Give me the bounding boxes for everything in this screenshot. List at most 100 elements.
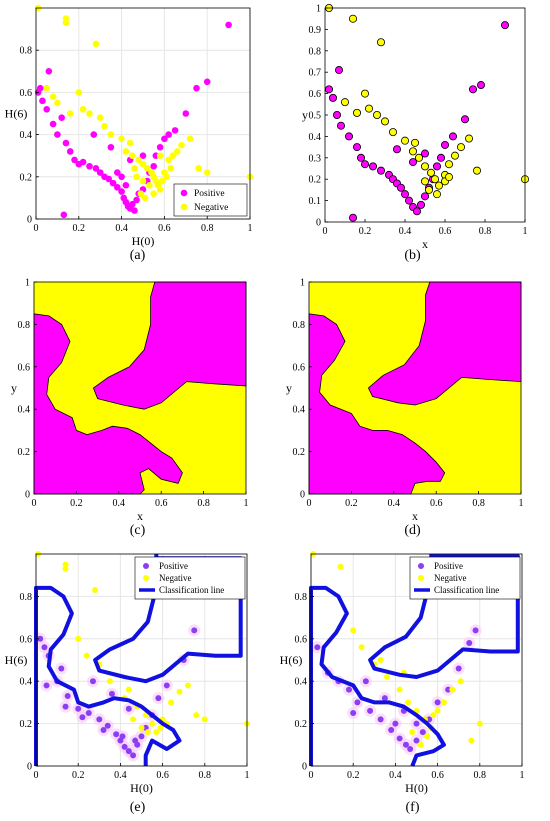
axes-frame <box>310 553 523 767</box>
data-point <box>195 165 202 172</box>
legend-marker-positive <box>143 563 149 569</box>
data-point <box>203 169 211 176</box>
data-point <box>401 190 410 199</box>
x-tick-label: 1 <box>248 223 253 234</box>
data-point <box>131 207 138 214</box>
data-point-negative <box>337 563 344 570</box>
data-point <box>345 132 354 141</box>
data-point-positive <box>472 627 479 634</box>
y-tick-label: 0.4 <box>309 132 322 143</box>
data-point <box>412 207 421 216</box>
data-point-positive <box>121 743 128 750</box>
data-point-negative <box>106 678 113 685</box>
legend-label-negative: Negative <box>434 573 466 583</box>
legend: Positive Negative <box>173 183 248 217</box>
data-point <box>39 97 46 105</box>
panel-e: 0 0.2 0.4 0.6 0.8 1 0 0.2 0.4 0.6 0.8 H(0) H(6) Posit… <box>0 546 275 821</box>
data-point <box>163 173 170 181</box>
data-point-positive <box>155 695 162 702</box>
data-point <box>118 188 125 195</box>
region-positive <box>308 313 446 495</box>
data-point-positive <box>377 716 384 723</box>
y-axis-label: H(6) <box>5 653 28 667</box>
data-point-positive <box>396 735 403 742</box>
data-point <box>122 148 130 155</box>
legend-marker-negative <box>143 575 149 581</box>
data-point <box>49 120 57 128</box>
y-tick-label: 0.2 <box>293 447 306 458</box>
x-tick-label: 0 <box>309 770 314 781</box>
y-tick-label: 0 <box>25 490 30 501</box>
panel-d: 0 0.2 0.4 0.6 0.8 1 0 0.2 0.4 0.6 0.8 1 x y (d) <box>275 272 550 542</box>
data-point <box>460 115 469 124</box>
data-point <box>66 110 74 117</box>
data-point-negative <box>430 712 437 719</box>
data-point <box>436 153 445 162</box>
chart-a: 0 0.2 0.4 0.6 0.8 1 0 0.2 0.4 0.6 0.8 H(0) H(6) Posit… <box>5 4 254 248</box>
data-point-negative <box>476 720 483 727</box>
data-point-negative <box>440 699 447 706</box>
data-point-positive <box>89 678 96 685</box>
data-point <box>62 139 70 147</box>
x-tick-label: 0.6 <box>439 226 452 237</box>
data-point <box>349 14 358 23</box>
data-point <box>96 114 104 122</box>
legend-label-positive: Positive <box>159 561 188 571</box>
data-point <box>393 145 402 154</box>
x-tick-label: 0.2 <box>345 498 358 509</box>
data-point <box>129 152 136 159</box>
data-point <box>432 190 441 199</box>
y-tick-label: 0.4 <box>20 130 33 141</box>
data-point-negative <box>157 724 164 731</box>
panel-b: 0 0.2 0.4 0.6 0.8 1 0 0.1 0.2 0.3 0.4 0.5 0.6 0.7 0.8 0… <box>275 0 550 270</box>
y-tick-label: 0.8 <box>20 592 33 603</box>
data-point <box>129 200 136 208</box>
data-point-positive <box>392 720 399 727</box>
data-point <box>118 135 125 143</box>
caption-d: (d) <box>404 523 421 538</box>
data-point <box>464 134 473 143</box>
legend-box <box>173 183 248 217</box>
axes-frame <box>308 281 522 495</box>
data-point-positive <box>41 644 48 651</box>
data-point <box>468 85 477 94</box>
data-point <box>361 89 370 98</box>
y-tick-label: 0.2 <box>295 719 308 730</box>
data-point <box>420 177 429 186</box>
data-point <box>156 186 164 193</box>
data-point-positive <box>119 733 126 740</box>
y-tick-label: 0.8 <box>18 320 31 331</box>
data-point <box>182 110 190 117</box>
y-tick-label: 0.6 <box>18 362 31 373</box>
data-point-negative <box>201 716 208 723</box>
data-point <box>96 169 104 176</box>
data-point <box>137 190 145 197</box>
chart-c: 0 0.2 0.4 0.6 0.8 1 0 0.2 0.4 0.6 0.8 1 x y <box>11 278 249 524</box>
data-point-negative <box>457 678 464 685</box>
data-point-negative <box>153 729 160 736</box>
data-point <box>86 162 93 170</box>
data-point <box>349 213 358 222</box>
data-point <box>92 40 100 48</box>
data-point-positive <box>132 737 139 744</box>
data-point-positive <box>314 644 321 651</box>
y-axis-label: y <box>11 381 17 395</box>
data-point <box>60 211 68 219</box>
x-tick-label: 0 <box>323 226 328 237</box>
legend-label-line: Classification line <box>434 585 499 595</box>
data-point-negative <box>468 737 475 744</box>
x-tick-label: 0.6 <box>158 223 171 234</box>
data-point <box>203 78 211 86</box>
x-axis-label: H(0) <box>405 781 428 795</box>
y-tick-label: 0.3 <box>309 153 322 164</box>
data-point <box>335 66 344 75</box>
data-point-positive <box>413 720 420 727</box>
data-point <box>133 196 140 204</box>
panel-c: 0 0.2 0.4 0.6 0.8 1 0 0.2 0.4 0.6 0.8 1 x y (c) <box>0 272 275 542</box>
x-tick-label: 0.4 <box>399 226 412 237</box>
data-point <box>118 173 125 181</box>
x-tick-label: 0 <box>34 223 39 234</box>
axes-frame <box>33 281 247 495</box>
data-point <box>381 117 390 126</box>
data-point <box>225 21 232 29</box>
